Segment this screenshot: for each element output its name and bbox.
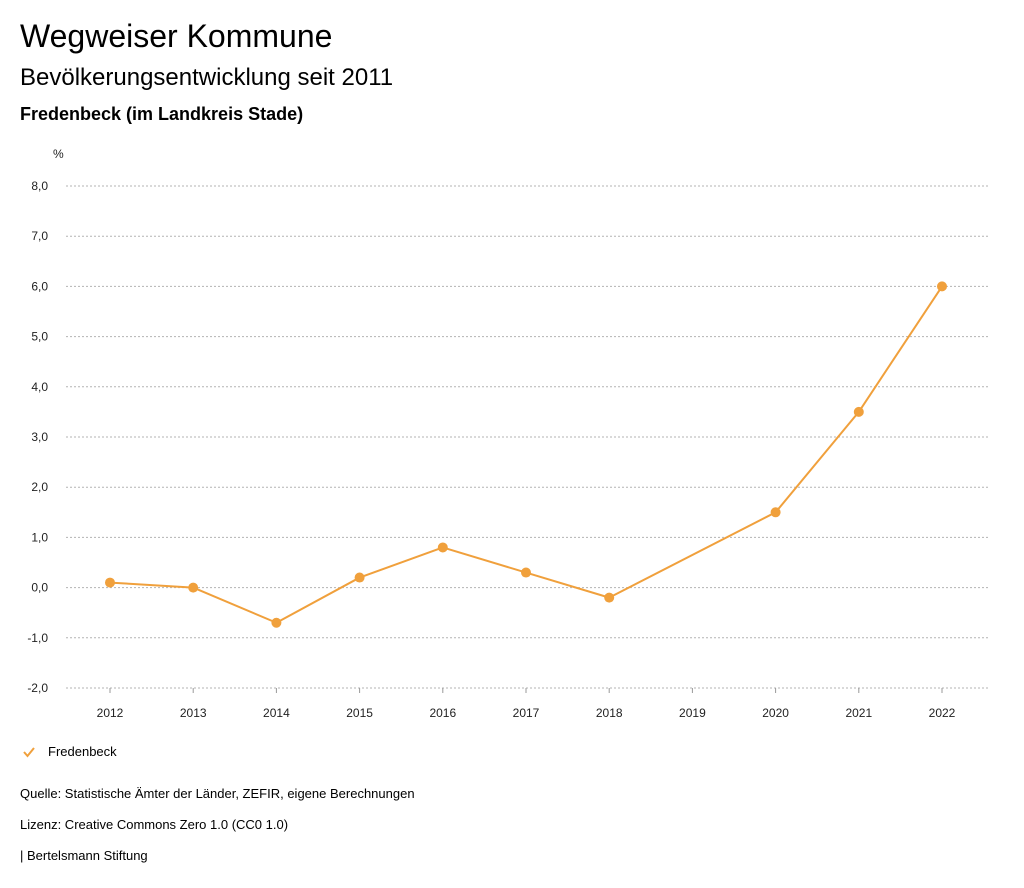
source-note: Quelle: Statistische Ämter der Länder, Z… xyxy=(20,786,415,801)
series-line xyxy=(109,285,943,624)
y-tick-label: 1,0 xyxy=(31,530,48,544)
x-tick-label: 2017 xyxy=(513,706,540,720)
y-tick-label: 8,0 xyxy=(31,179,48,193)
y-tick-label: 6,0 xyxy=(31,279,48,293)
line-chart: % 8,0 7,0 6,0 5,0 4,0 3,0 2,0 1,0 0,0 -1,0 -2,0 2012… xyxy=(27,147,990,720)
data-point xyxy=(437,542,448,553)
y-tick-label: -1,0 xyxy=(27,631,48,645)
x-tick-label: 2013 xyxy=(180,706,207,720)
data-point xyxy=(521,567,531,578)
x-tick-label: 2015 xyxy=(346,706,373,720)
publisher-note: | Bertelsmann Stiftung xyxy=(20,848,148,863)
x-tick-label: 2021 xyxy=(845,706,872,720)
region-name: Fredenbeck (im Landkreis Stade) xyxy=(20,104,304,124)
x-tick-label: 2012 xyxy=(97,706,124,720)
data-point xyxy=(770,507,781,518)
legend[interactable]: Fredenbeck xyxy=(22,744,117,759)
x-tick-label: 2018 xyxy=(596,706,623,720)
y-tick-label: -2,0 xyxy=(27,681,48,695)
y-tick-label: 5,0 xyxy=(31,330,48,344)
y-axis-unit: % xyxy=(53,147,64,161)
y-tick-label: 0,0 xyxy=(31,581,48,595)
y-tick-label: 7,0 xyxy=(31,229,48,243)
data-point xyxy=(188,582,199,593)
data-point xyxy=(105,577,115,588)
data-point xyxy=(937,281,947,292)
license-note: Lizenz: Creative Commons Zero 1.0 (CC0 1… xyxy=(20,817,289,832)
x-tick-label: 2020 xyxy=(762,706,789,720)
data-point xyxy=(604,592,615,603)
data-point xyxy=(271,617,282,628)
x-tick-label: 2022 xyxy=(929,706,956,720)
data-point xyxy=(853,406,864,417)
y-tick-label: 4,0 xyxy=(31,380,48,394)
x-tick-label: 2019 xyxy=(679,706,706,720)
data-point xyxy=(354,572,365,583)
y-tick-label: 2,0 xyxy=(31,480,48,494)
x-tick-label: 2014 xyxy=(263,706,290,720)
y-tick-label: 3,0 xyxy=(31,430,48,444)
x-tick-label: 2016 xyxy=(429,706,456,720)
check-icon xyxy=(23,746,35,758)
page-title: Wegweiser Kommune xyxy=(20,18,333,54)
legend-label: Fredenbeck xyxy=(48,744,117,759)
chart-subtitle: Bevölkerungsentwicklung seit 2011 xyxy=(20,64,394,91)
